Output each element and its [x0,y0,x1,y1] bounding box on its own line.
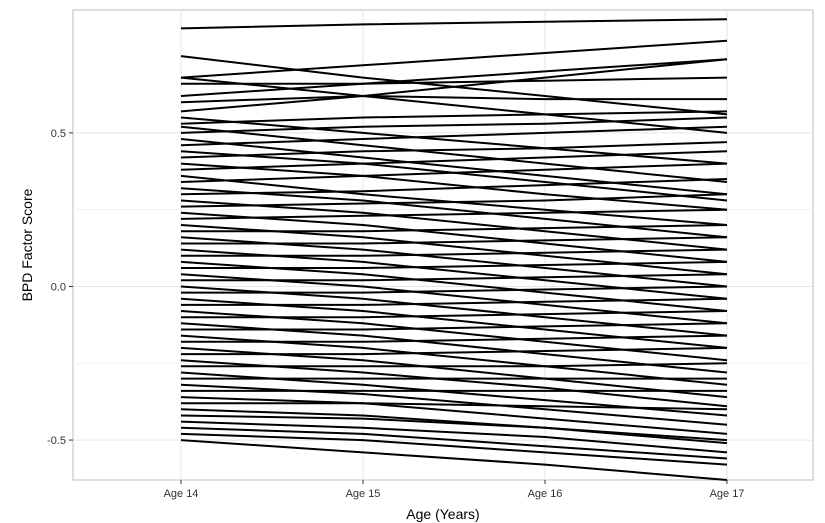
series-line-62 [180,439,728,481]
series-line-60 [180,426,728,460]
series-line-8 [180,58,728,113]
series-line-48 [181,346,728,356]
series-line-61 [180,432,728,466]
series-line-9 [180,116,728,165]
series-line-36 [181,273,728,282]
series-line-50 [181,362,728,368]
series-line-16 [180,141,728,159]
series-line-6 [180,58,728,97]
x-axis-title: Age (Years) [406,506,479,522]
series-line-46 [181,334,728,343]
y-tick-label: 0.5 [51,128,66,140]
y-tick-label: -0.5 [47,435,66,447]
series-line-17 [180,162,728,211]
series-line-12 [180,116,728,134]
series-line-10 [180,110,728,125]
series-line-28 [181,224,728,233]
series-line-55 [180,396,728,435]
x-tick-label: Age 16 [528,488,563,500]
series-line-58 [180,414,728,442]
x-tick-label: Age 15 [346,488,381,500]
series-line-13 [180,138,728,196]
series-line-34 [181,260,728,269]
y-axis: -0.5 0.0 0.5 [47,128,73,447]
series-line-7 [180,94,727,104]
y-axis-title: BPD Factor Score [19,188,35,301]
y-tick-label: 0.0 [51,281,66,293]
series-line-1 [180,18,728,30]
series-line-24 [180,193,728,208]
series-line-5 [181,76,728,85]
series-line-42 [181,310,728,319]
series-line-56 [181,402,728,411]
series-line-20 [180,162,728,183]
series-line-26 [180,208,728,220]
x-axis: Age 14 Age 15 Age 16 Age 17 [164,480,745,500]
series-line-25 [180,211,728,263]
x-tick-label: Age 17 [710,488,745,500]
series-line-3 [180,39,728,79]
series-line-32 [181,248,728,257]
series-line-53 [180,383,728,426]
series-line-30 [181,236,728,245]
series-line-57 [180,408,728,445]
series-line-22 [180,178,728,196]
series-line-40 [181,297,728,306]
x-tick-label: Age 14 [164,488,199,500]
series-lines [180,18,728,481]
series-line-38 [181,285,728,294]
series-line-18 [180,150,728,171]
series-line-4 [180,76,728,134]
series-line-11 [180,125,728,183]
series-line-21 [180,187,728,239]
series-line-44 [181,322,728,331]
series-line-14 [180,125,728,147]
series-line-23 [180,199,728,251]
series-line-59 [180,420,728,454]
